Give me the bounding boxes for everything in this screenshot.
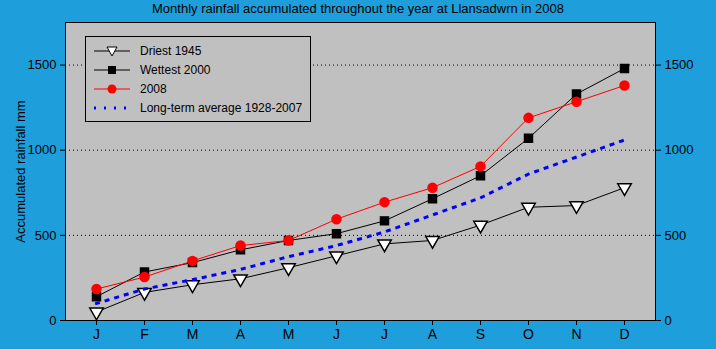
svg-text:D: D: [619, 326, 629, 342]
svg-text:0: 0: [49, 313, 56, 328]
svg-text:1500: 1500: [28, 57, 57, 72]
svg-text:500: 500: [35, 228, 57, 243]
svg-text:A: A: [428, 326, 438, 342]
svg-text:Accumulated rainfall mm: Accumulated rainfall mm: [13, 100, 28, 242]
html-text:Wettest 2000: Wettest 2000: [140, 62, 211, 77]
svg-text:J: J: [333, 326, 340, 342]
svg-text:A: A: [236, 326, 246, 342]
svg-text:F: F: [140, 326, 149, 342]
svg-text:1500: 1500: [665, 57, 694, 72]
svg-text:1000: 1000: [28, 142, 57, 157]
svg-text:O: O: [523, 326, 534, 342]
svg-text:0: 0: [665, 313, 672, 328]
html-text:2008: 2008: [140, 81, 167, 96]
svg-text:S: S: [476, 326, 485, 342]
svg-text:N: N: [571, 326, 581, 342]
html-text:Long-term average 1928-2007: Long-term average 1928-2007: [140, 100, 303, 115]
svg-text:J: J: [381, 326, 388, 342]
svg-text:M: M: [283, 326, 295, 342]
html-text:Monthly rainfall accumulated t: Monthly rainfall accumulated throughout …: [152, 1, 564, 16]
svg-text:J: J: [93, 326, 100, 342]
html-text:Driest 1945: Driest 1945: [140, 43, 202, 58]
svg-text:M: M: [187, 326, 199, 342]
svg-text:1000: 1000: [665, 142, 694, 157]
svg-text:500: 500: [665, 228, 687, 243]
